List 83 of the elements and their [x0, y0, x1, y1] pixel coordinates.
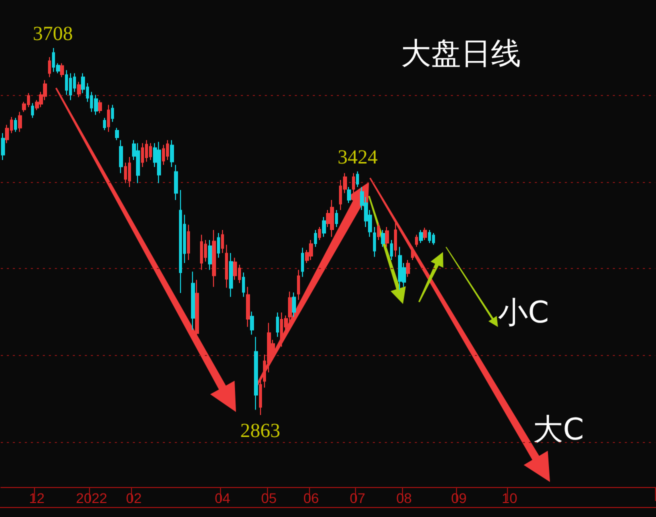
candlestick [233, 257, 237, 280]
candlestick [14, 117, 17, 132]
candlestick [335, 210, 338, 228]
candlestick [200, 234, 203, 270]
candlestick [94, 94, 98, 116]
candlestick [162, 144, 165, 166]
annotation: 3424 [338, 146, 378, 168]
annotation: 3708 [32, 23, 73, 45]
candlestick [18, 111, 22, 132]
x-tick-label: 2022 [76, 490, 108, 506]
candlestick [69, 72, 72, 101]
candlestick [128, 156, 131, 188]
x-tick-label: 02 [126, 490, 142, 506]
x-tick-label: 05 [261, 490, 277, 506]
annotation: 2863 [240, 420, 280, 442]
candlestick [347, 186, 351, 204]
annotation: 大C [533, 412, 584, 448]
candlestick [170, 140, 174, 168]
candlestick [330, 200, 334, 238]
candlestick [377, 222, 380, 240]
x-tick-label: 10 [502, 490, 518, 506]
candlestick [356, 170, 359, 188]
x-tick-label: 09 [451, 490, 467, 506]
candlestick [107, 104, 110, 132]
candlestick [212, 229, 216, 288]
candlestick [225, 244, 228, 288]
chart-title: 大盘日线 [401, 36, 521, 72]
candlestick [309, 239, 313, 260]
candlestick [322, 216, 326, 238]
x-tick-label: 04 [214, 490, 230, 506]
candlestick [217, 232, 220, 258]
x-tick-label: 08 [396, 490, 412, 506]
candlestick [1, 132, 5, 161]
candlestick [406, 259, 410, 278]
candlestick [301, 247, 304, 278]
candlestick [419, 229, 423, 244]
annotation: 小C [498, 296, 549, 330]
x-tick-label: 06 [303, 490, 320, 506]
candlestick [48, 56, 51, 78]
candlestick [242, 272, 245, 298]
candlestick [98, 100, 102, 114]
candlestick [77, 81, 81, 98]
candlestick [381, 229, 385, 248]
candlestick [314, 229, 317, 248]
candlestick [373, 226, 376, 258]
candlestick [246, 286, 250, 328]
candlestick [411, 246, 414, 260]
candlestick [428, 229, 431, 244]
candlestick [31, 102, 34, 118]
candlestick [141, 142, 144, 168]
candlestick [157, 141, 161, 184]
candlestick [166, 140, 169, 161]
candlestick [115, 127, 119, 141]
candlestick [103, 117, 106, 131]
candlestick [423, 227, 427, 240]
candlestick [292, 292, 296, 318]
x-tick-label: 12 [28, 490, 45, 506]
candlestick [229, 252, 233, 298]
candlestick [191, 271, 195, 330]
candlestick [179, 190, 182, 294]
candlestick [208, 239, 212, 270]
candlestick [187, 224, 190, 260]
candlestick [250, 311, 254, 336]
candlestick [111, 104, 114, 122]
candlestick [297, 269, 300, 300]
candlestick [415, 234, 418, 248]
candlestick [254, 336, 258, 410]
candlestick [390, 239, 393, 260]
candlestick [259, 376, 262, 416]
candlestick [394, 222, 397, 258]
candlestick [136, 142, 140, 184]
candlestick [432, 232, 435, 246]
candlestick [149, 142, 152, 161]
candlestick [60, 62, 64, 78]
candlestick [221, 229, 224, 254]
candlestick [352, 172, 355, 194]
x-tick-label: 07 [350, 490, 366, 506]
candlestick [398, 246, 402, 290]
candlestick [385, 226, 389, 248]
candlestick [276, 312, 279, 338]
candlestick [119, 140, 123, 174]
candlestick [318, 226, 321, 240]
candlestick [174, 164, 178, 201]
